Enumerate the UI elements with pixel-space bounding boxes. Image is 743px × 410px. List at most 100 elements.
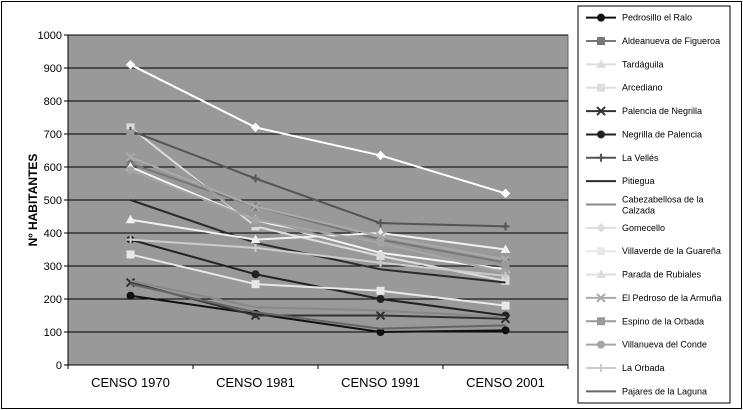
series-line [130, 129, 506, 228]
series-8 [130, 279, 506, 319]
legend-marker [597, 363, 605, 372]
legend-item: Espino de la Orbada [586, 316, 704, 326]
legend-marker [596, 106, 606, 116]
series-line [130, 279, 506, 319]
y-tick-label: 400 [44, 228, 62, 240]
series-line [130, 63, 506, 195]
series-10 [126, 250, 510, 310]
x-tick-label: CENSO 2001 [466, 375, 545, 390]
data-point [376, 295, 385, 303]
series-line [130, 294, 506, 334]
legend-label: Pajares de la Laguna [622, 386, 707, 396]
y-tick-label: 1000 [38, 30, 62, 42]
y-tick-label: 200 [44, 294, 62, 306]
legend-label: Villaverde de la Guareña [622, 246, 721, 256]
data-point [501, 326, 510, 335]
data-point [126, 235, 135, 244]
legend-item: Cabezabellosa de la Calzada [586, 195, 704, 216]
legend-item: Pajares de la Laguna [586, 386, 707, 396]
data-point [125, 214, 136, 224]
series-9 [125, 59, 511, 199]
legend-item: Negrilla de Palencia [586, 129, 702, 139]
data-point [250, 234, 261, 244]
legend-item: Villanueva del Conde [586, 340, 707, 350]
series-16 [130, 283, 506, 330]
data-point [250, 201, 261, 212]
legend-marker [597, 317, 605, 326]
series-line [130, 156, 506, 261]
x-axis: CENSO 1970 CENSO 1981 CENSO 1991 CENSO 2001 [67, 364, 569, 390]
data-point [126, 130, 135, 138]
data-point [375, 231, 386, 242]
legend-marker [596, 223, 606, 233]
legend-item: Palencia de Negrilla [586, 106, 702, 116]
series-line [130, 253, 506, 307]
legend-label: Palencia de Negrilla [622, 106, 702, 116]
y-tick-label: 700 [44, 129, 62, 141]
data-point [501, 222, 510, 231]
data-point [501, 262, 510, 270]
legend-label: Villanueva del Conde [622, 340, 707, 350]
legend-label: Arcediano [622, 83, 663, 93]
legend-item: Gomecello [586, 223, 665, 233]
x-tick-label: CENSO 1970 [91, 375, 170, 390]
y-tick-label: 300 [44, 261, 62, 273]
legend-item: Aldeanueva de Figueroa [586, 36, 720, 46]
y-axis: 0 100 200 300 400 500 600 700 800 900 1000 [38, 30, 69, 372]
legend-label: El Pedroso de la Armuña [622, 293, 722, 303]
legend: Pedrosillo el Ralo Aldeanueva de Figueroa… [577, 5, 731, 404]
data-point [126, 250, 135, 259]
y-tick-label: 500 [44, 195, 62, 207]
data-point [251, 243, 260, 252]
data-point [376, 238, 385, 247]
legend-label: Pedrosillo el Ralo [622, 13, 692, 23]
data-point [251, 270, 260, 279]
legend-label: Aldeanueva de Figueroa [622, 36, 720, 46]
series-layer [125, 59, 511, 336]
y-tick-label: 0 [56, 360, 62, 372]
legend-marker [596, 59, 606, 68]
data-point [501, 271, 510, 280]
series-line [130, 238, 506, 277]
legend-label: Cabezabellosa de la Calzada [622, 195, 704, 216]
series-line [130, 169, 506, 274]
legend-label: Espino de la Orbada [622, 316, 704, 326]
legend-item: El Pedroso de la Armuña [586, 293, 722, 303]
data-point [500, 188, 511, 199]
data-point [376, 258, 385, 267]
legend-marker [597, 13, 605, 22]
y-tick-label: 100 [44, 327, 62, 339]
legend-label: Gomecello [622, 223, 665, 233]
legend-marker [596, 269, 606, 279]
legend-marker [597, 340, 605, 349]
legend-item: Villaverde de la Guareña [586, 246, 721, 256]
x-tick-label: CENSO 1991 [341, 375, 420, 390]
legend-item: Pedrosillo el Ralo [586, 13, 692, 23]
legend-item: Pitiegua [586, 176, 655, 186]
data-point [375, 310, 386, 321]
data-point [125, 152, 136, 162]
data-point [125, 59, 136, 70]
data-point [376, 252, 385, 261]
legend-marker [596, 293, 606, 303]
legend-item: La Vellés [586, 153, 659, 163]
data-point [375, 150, 386, 161]
legend-label: Parada de Rubiales [622, 270, 702, 280]
y-tick-label: 600 [44, 162, 62, 174]
data-point [251, 174, 260, 183]
series-line [129, 133, 506, 267]
legend-marker [597, 37, 605, 46]
legend-item: Arcediano [586, 83, 663, 93]
series-0 [126, 291, 510, 336]
data-point [376, 286, 385, 295]
data-point [376, 219, 385, 228]
legend-label: Tardáguila [622, 59, 664, 69]
series-12 [125, 152, 511, 265]
legend-item: Parada de Rubiales [586, 269, 702, 280]
legend-marker [597, 83, 605, 92]
legend-marker [597, 247, 605, 256]
legend-label: La Orbada [622, 363, 665, 373]
legend-marker [597, 153, 605, 162]
y-tick-label: 900 [44, 63, 62, 75]
